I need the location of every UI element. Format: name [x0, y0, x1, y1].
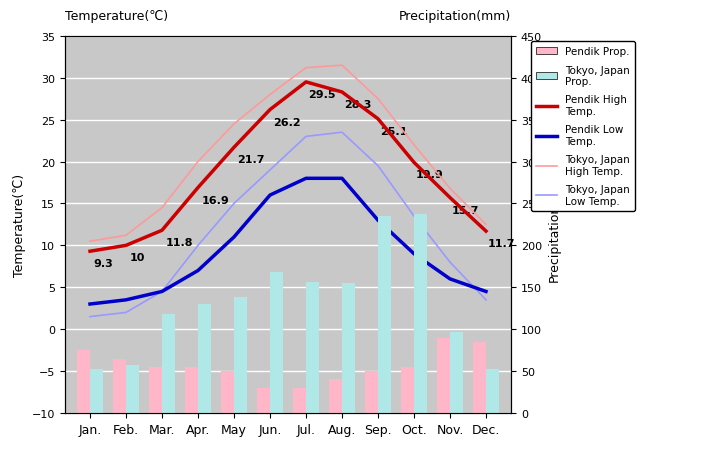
Text: 19.9: 19.9: [416, 170, 444, 180]
Text: Precipitation(mm): Precipitation(mm): [399, 10, 511, 23]
Pendik High
Temp.: [158, 228, 166, 234]
Pendik High
Temp.: [374, 117, 382, 122]
Tokyo, Japan
Low Temp.: [122, 310, 130, 315]
Tokyo, Japan
Low Temp.: [266, 168, 274, 174]
Bar: [78, 350, 90, 413]
Text: 15.7: 15.7: [452, 205, 480, 215]
Bar: [258, 388, 270, 413]
Bar: [414, 214, 426, 413]
Pendik High
Temp.: [86, 249, 94, 254]
Tokyo, Japan
High Temp.: [410, 143, 418, 148]
Bar: [450, 332, 462, 413]
Bar: [150, 367, 162, 413]
Line: Pendik Low
Temp.: Pendik Low Temp.: [90, 179, 486, 304]
Tokyo, Japan
High Temp.: [302, 66, 310, 71]
Pendik Low
Temp.: [194, 268, 202, 274]
Bar: [198, 304, 210, 413]
Text: 21.7: 21.7: [238, 155, 265, 165]
Pendik Low
Temp.: [122, 297, 130, 303]
Tokyo, Japan
Low Temp.: [410, 214, 418, 219]
Tokyo, Japan
Low Temp.: [158, 289, 166, 295]
Text: 10: 10: [130, 253, 145, 263]
Bar: [342, 284, 354, 413]
Tokyo, Japan
Low Temp.: [194, 243, 202, 249]
Bar: [234, 298, 246, 413]
Tokyo, Japan
Low Temp.: [446, 260, 454, 265]
Bar: [270, 273, 282, 413]
Tokyo, Japan
Low Temp.: [302, 134, 310, 140]
Pendik High
Temp.: [446, 196, 454, 201]
Pendik High
Temp.: [266, 107, 274, 113]
Tokyo, Japan
Low Temp.: [374, 163, 382, 169]
Text: 11.8: 11.8: [166, 238, 193, 248]
Y-axis label: Precipitation(mm): Precipitation(mm): [548, 169, 561, 281]
Pendik Low
Temp.: [338, 176, 346, 182]
Tokyo, Japan
High Temp.: [266, 93, 274, 98]
Line: Pendik High
Temp.: Pendik High Temp.: [90, 83, 486, 252]
Text: 16.9: 16.9: [202, 195, 230, 205]
Bar: [366, 371, 378, 413]
Tokyo, Japan
High Temp.: [230, 122, 238, 127]
Pendik Low
Temp.: [446, 276, 454, 282]
Bar: [162, 314, 174, 413]
Text: Temperature(℃): Temperature(℃): [65, 10, 168, 23]
Text: 11.7: 11.7: [488, 239, 516, 249]
Bar: [486, 369, 498, 413]
Pendik Low
Temp.: [482, 289, 490, 295]
Bar: [186, 367, 198, 413]
Tokyo, Japan
High Temp.: [374, 97, 382, 102]
Tokyo, Japan
High Temp.: [86, 239, 94, 244]
Tokyo, Japan
Low Temp.: [230, 201, 238, 207]
Pendik High
Temp.: [410, 160, 418, 166]
Pendik Low
Temp.: [374, 218, 382, 224]
Bar: [90, 369, 102, 413]
Text: 28.3: 28.3: [344, 100, 372, 110]
Pendik High
Temp.: [122, 243, 130, 249]
Text: 25.1: 25.1: [380, 127, 408, 137]
Tokyo, Japan
High Temp.: [158, 206, 166, 211]
Pendik Low
Temp.: [158, 289, 166, 295]
Pendik High
Temp.: [194, 185, 202, 191]
Y-axis label: Temperature(℃): Temperature(℃): [13, 174, 26, 276]
Tokyo, Japan
High Temp.: [482, 222, 490, 228]
Tokyo, Japan
Low Temp.: [86, 314, 94, 319]
Tokyo, Japan
High Temp.: [122, 233, 130, 239]
Tokyo, Japan
High Temp.: [446, 186, 454, 192]
Pendik Low
Temp.: [230, 235, 238, 240]
Bar: [126, 365, 138, 413]
Bar: [474, 342, 486, 413]
Bar: [306, 283, 318, 413]
Bar: [329, 380, 342, 413]
Bar: [294, 388, 306, 413]
Bar: [378, 217, 390, 413]
Text: 9.3: 9.3: [94, 259, 113, 269]
Pendik High
Temp.: [482, 229, 490, 235]
Pendik High
Temp.: [338, 90, 346, 95]
Tokyo, Japan
High Temp.: [194, 159, 202, 165]
Tokyo, Japan
Low Temp.: [338, 130, 346, 136]
Pendik High
Temp.: [230, 145, 238, 151]
Line: Tokyo, Japan
High Temp.: Tokyo, Japan High Temp.: [90, 66, 486, 241]
Line: Tokyo, Japan
Low Temp.: Tokyo, Japan Low Temp.: [90, 133, 486, 317]
Pendik Low
Temp.: [266, 193, 274, 198]
Text: 26.2: 26.2: [274, 118, 301, 128]
Tokyo, Japan
Low Temp.: [482, 297, 490, 303]
Bar: [222, 371, 234, 413]
Pendik Low
Temp.: [302, 176, 310, 182]
Pendik Low
Temp.: [86, 302, 94, 307]
Tokyo, Japan
High Temp.: [338, 63, 346, 69]
Text: 29.5: 29.5: [307, 90, 336, 100]
Bar: [114, 359, 126, 413]
Pendik High
Temp.: [302, 80, 310, 85]
Pendik Low
Temp.: [410, 252, 418, 257]
Bar: [438, 338, 450, 413]
Legend: Pendik Prop., Tokyo, Japan
Prop., Pendik High
Temp., Pendik Low
Temp., Tokyo, Ja: Pendik Prop., Tokyo, Japan Prop., Pendik…: [531, 42, 635, 212]
Bar: [402, 367, 414, 413]
